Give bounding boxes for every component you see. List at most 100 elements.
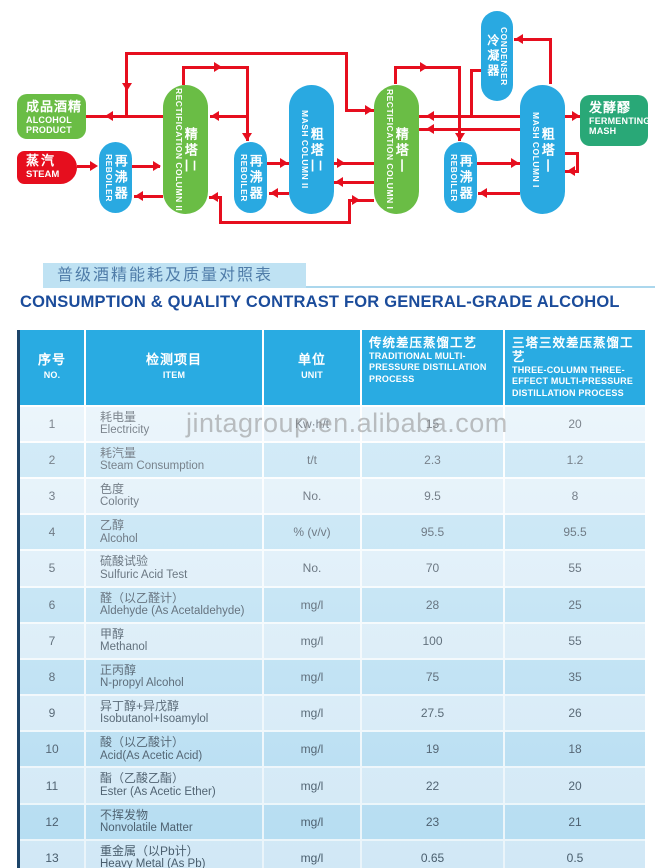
table-row: 5 硫酸试验 Sulfuric Acid Test No. 70 55: [20, 551, 645, 586]
cell-item: 酸（以乙酸计） Acid(As Acetic Acid): [86, 732, 262, 767]
cell-three-column-value: 18: [505, 732, 645, 767]
node-label-cn: 再沸器: [457, 153, 473, 202]
header-no: 序号 NO.: [20, 330, 84, 405]
pipe-segment: [565, 152, 579, 155]
cell-three-column-value: 55: [505, 551, 645, 586]
cell-no: 6: [20, 587, 84, 622]
arrow-right-icon: [572, 111, 580, 121]
cell-three-column-value: 8: [505, 478, 645, 514]
node-condenser: 冷凝器 CONDENSER: [481, 11, 513, 101]
pipe-segment: [134, 195, 163, 198]
pipe-segment: [132, 165, 160, 168]
cell-traditional-value: 23: [362, 804, 503, 839]
cell-traditional-value: 0.65: [362, 840, 503, 868]
table-row: 2 耗汽量 Steam Consumption t/t 2.3 1.2: [20, 442, 645, 477]
node-fermenting-mash: 发酵醪 FERMENTING MASH: [580, 95, 650, 146]
pipe-segment: [549, 38, 552, 84]
cell-traditional-value: 95.5: [362, 515, 503, 550]
node-alcohol-product: 成品酒精 ALCOHOL PRODUCT: [17, 94, 86, 139]
cell-unit: mg/l: [264, 732, 360, 767]
pipe-segment: [219, 196, 222, 224]
pipe-segment: [77, 165, 95, 168]
cell-unit: No.: [264, 478, 360, 514]
cell-item: 不挥发物 Nonvolatile Matter: [86, 804, 262, 839]
cell-unit: No.: [264, 551, 360, 586]
cell-three-column-value: 55: [505, 623, 645, 658]
pipe-segment: [219, 221, 350, 224]
arrow-left-icon: [479, 188, 487, 198]
cell-no: 5: [20, 551, 84, 586]
arrow-down-icon: [455, 133, 465, 141]
arrow-right-icon: [280, 158, 288, 168]
node-label-en: CONDENSER: [498, 26, 509, 86]
arrow-right-icon: [365, 105, 373, 115]
pipe-segment: [477, 162, 520, 165]
node-reboiler-column1: 再沸器 REBOILER: [444, 142, 477, 213]
cell-unit: % (v/v): [264, 515, 360, 550]
pipe-segment: [182, 66, 185, 85]
node-label-cn: 冷凝器: [485, 33, 500, 79]
cell-item: 乙醇 Alcohol: [86, 515, 262, 550]
node-steam: 蒸汽 STEAM: [17, 151, 77, 184]
arrow-left-icon: [335, 177, 343, 187]
table-row: 6 醛（以乙醛计） Aldehyde (As Acetaldehyde) mg/…: [20, 587, 645, 622]
table-row: 1 耗电量 Electricity Kw·h/t 15 20: [20, 406, 645, 441]
table-row: 12 不挥发物 Nonvolatile Matter mg/l 23 21: [20, 804, 645, 839]
item-name-cn: 硫酸试验: [100, 554, 149, 569]
table-row: 11 酯（乙酸乙酯） Ester (As Acetic Ether) mg/l …: [20, 768, 645, 803]
cell-unit: mg/l: [264, 659, 360, 695]
arrow-left-icon: [515, 34, 523, 44]
comparison-table: 序号 NO. 检测项目 ITEM 单位 UNIT 传统差压蒸馏工艺 TRADIT…: [17, 330, 645, 868]
pipe-segment: [419, 115, 520, 118]
cell-no: 8: [20, 659, 84, 695]
node-mash-column-1: 粗塔一 MASH COLUMN I: [520, 85, 565, 214]
cell-traditional-value: 75: [362, 659, 503, 695]
node-label-cn: 蒸汽: [26, 153, 57, 168]
node-label-en: RECTIFICATION COLUMN II: [174, 87, 185, 212]
pipe-segment: [394, 66, 397, 84]
pipe-segment: [246, 66, 249, 141]
table-row: 7 甲醇 Methanol mg/l 100 55: [20, 623, 645, 658]
cell-item: 耗汽量 Steam Consumption: [86, 442, 262, 477]
table-left-border: [17, 330, 20, 868]
arrow-right-icon: [511, 158, 519, 168]
cell-no: 9: [20, 696, 84, 731]
table-body: 1 耗电量 Electricity Kw·h/t 15 20 2 耗汽量 Ste…: [20, 406, 645, 868]
cell-no: 1: [20, 406, 84, 441]
item-name-en: Nonvolatile Matter: [100, 822, 193, 835]
item-name-cn: 甲醇: [100, 626, 125, 641]
item-name-cn: 酸（以乙酸计）: [100, 735, 185, 750]
item-name-en: Colority: [100, 496, 139, 509]
item-name-en: Alcohol: [100, 532, 138, 545]
section-title-cn: 普级酒精能耗及质量对照表: [43, 263, 306, 288]
node-label-cn: 成品酒精: [26, 99, 83, 114]
node-rectification-column-2: 精塔二 RECTIFICATION COLUMN II: [163, 85, 208, 214]
arrow-left-icon: [270, 188, 278, 198]
arrow-left-icon: [211, 111, 219, 121]
cell-unit: t/t: [264, 442, 360, 477]
arrow-right-icon: [153, 161, 161, 171]
cell-no: 4: [20, 515, 84, 550]
item-name-cn: 耗电量: [100, 409, 137, 424]
node-label-cn: 再沸器: [247, 153, 263, 202]
cell-item: 色度 Colority: [86, 478, 262, 514]
pipe-segment: [210, 115, 248, 118]
table-row: 10 酸（以乙酸计） Acid(As Acetic Acid) mg/l 19 …: [20, 732, 645, 767]
cell-no: 3: [20, 478, 84, 514]
cell-item: 硫酸试验 Sulfuric Acid Test: [86, 551, 262, 586]
cell-three-column-value: 20: [505, 768, 645, 803]
cell-no: 10: [20, 732, 84, 767]
cell-item: 耗电量 Electricity: [86, 406, 262, 441]
cell-item: 正丙醇 N-propyl Alcohol: [86, 659, 262, 695]
item-name-en: Aldehyde (As Acetaldehyde): [100, 604, 245, 617]
pipe-segment: [345, 109, 374, 112]
table-row: 4 乙醇 Alcohol % (v/v) 95.5 95.5: [20, 515, 645, 550]
item-name-cn: 不挥发物: [100, 807, 149, 822]
node-reboiler-column2: 再沸器 REBOILER: [99, 142, 132, 213]
cell-traditional-value: 15: [362, 406, 503, 441]
node-rectification-column-1: 精塔一 RECTIFICATION COLUMN I: [374, 85, 419, 214]
pipe-segment: [334, 181, 374, 184]
arrow-left-icon: [426, 124, 434, 134]
node-label-en: RECTIFICATION COLUMN I: [385, 89, 396, 210]
cell-item: 醛（以乙醛计） Aldehyde (As Acetaldehyde): [86, 587, 262, 622]
